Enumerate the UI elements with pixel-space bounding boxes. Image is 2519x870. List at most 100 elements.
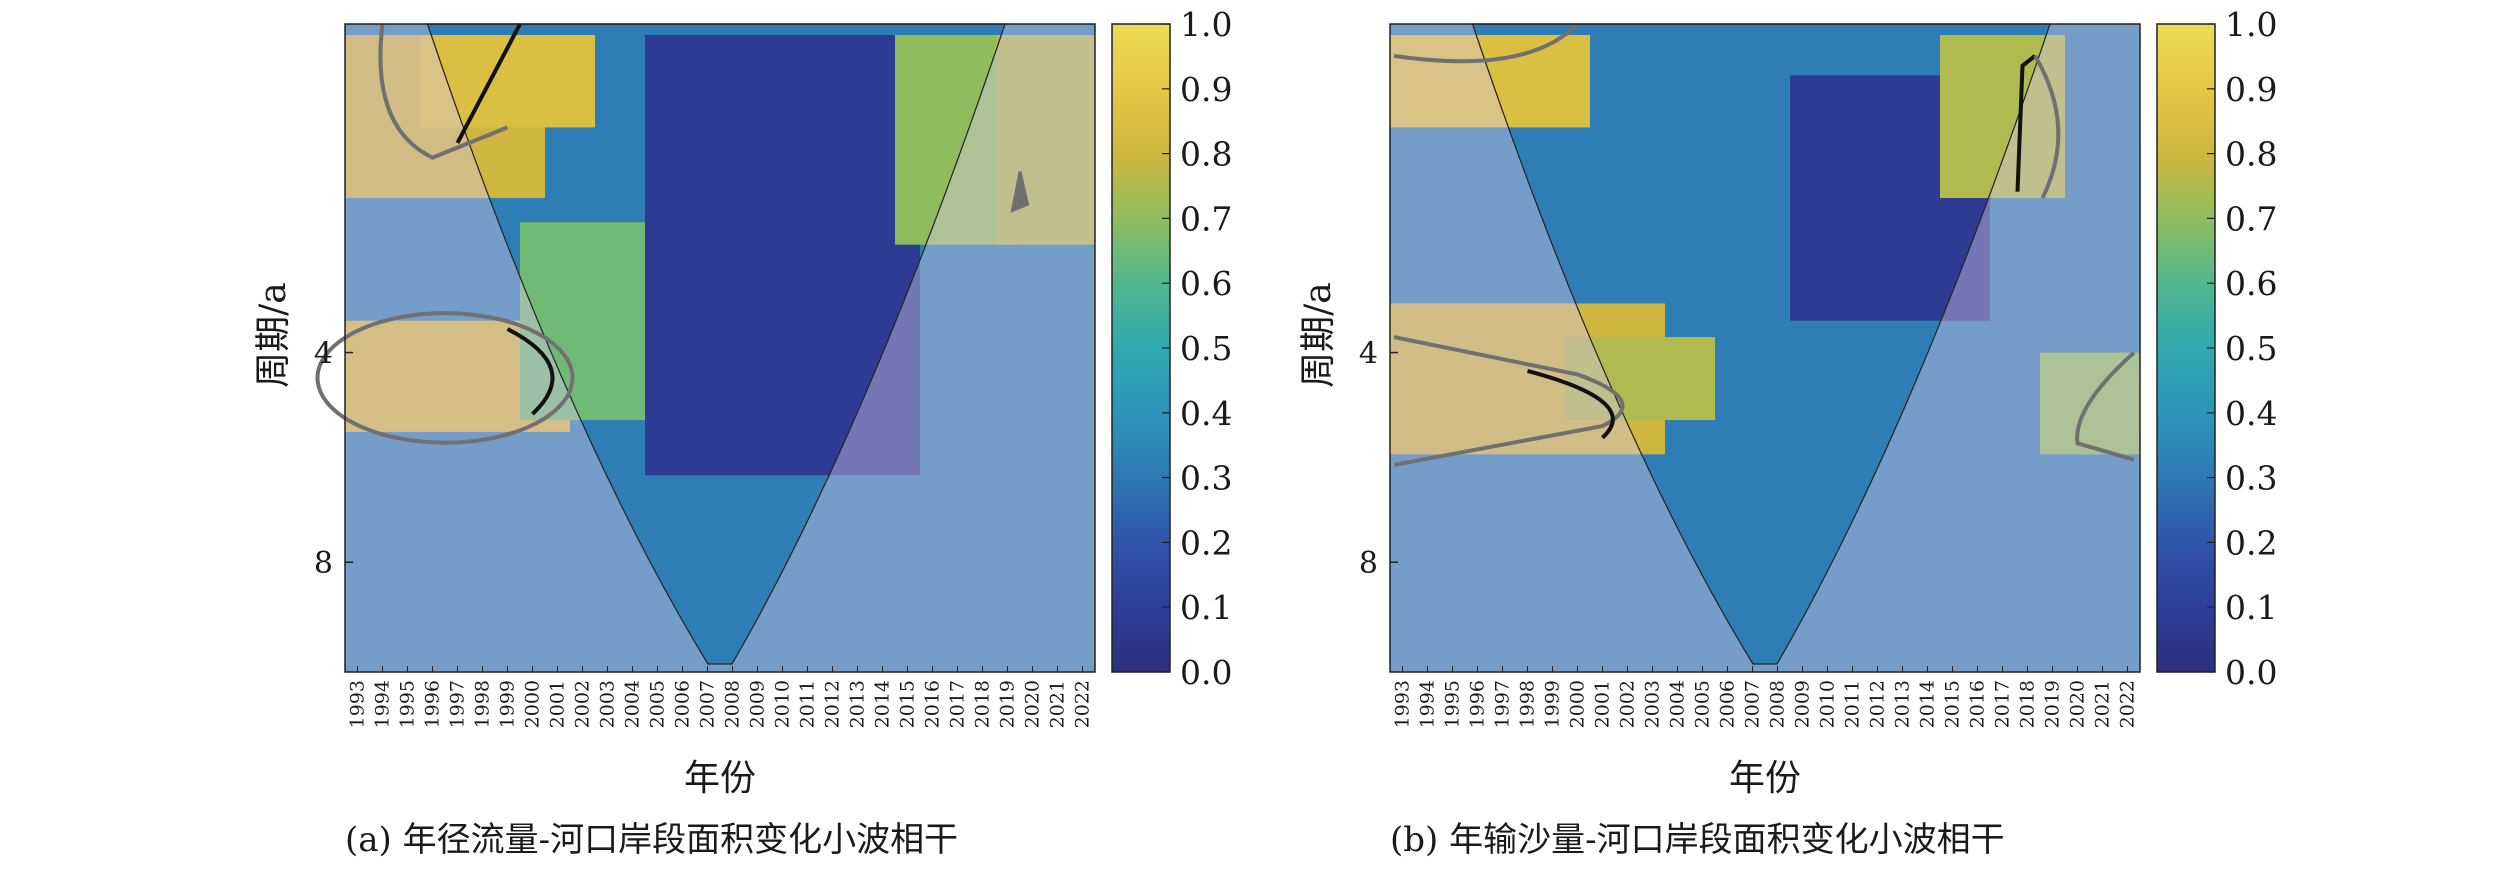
x-tick-label: 1999 — [497, 680, 519, 728]
x-tick-label: 2005 — [647, 680, 669, 728]
significance-contour — [1393, 22, 1579, 64]
colorbar-tick-label: 0.6 — [2225, 264, 2277, 303]
x-tick-label: 2020 — [2067, 680, 2089, 728]
x-tick-label: 2009 — [747, 680, 769, 728]
x-tick-label: 2022 — [2117, 680, 2139, 728]
cone-of-influence-line — [426, 23, 1006, 665]
x-tick-label: 1996 — [422, 680, 444, 728]
x-tick-label: 2010 — [772, 680, 794, 728]
x-tick-label: 2007 — [1742, 680, 1764, 728]
x-tick-label: 1997 — [1492, 680, 1514, 728]
x-tick-label: 2016 — [1967, 680, 1989, 728]
cone-of-influence-line — [1471, 23, 2051, 665]
x-tick-label: 2004 — [1667, 680, 1689, 728]
colorbar-tick-label: 0.7 — [1180, 199, 1232, 238]
x-tick-label: 2015 — [1942, 680, 1964, 728]
x-tick-label: 2009 — [1792, 680, 1814, 728]
x-tick-label: 2008 — [722, 680, 744, 728]
significance-contour — [378, 23, 509, 160]
x-tick-label: 2011 — [1842, 680, 1864, 728]
x-tick-label: 2012 — [1867, 680, 1889, 728]
x-tick-label: 2004 — [622, 680, 644, 728]
x-tick-label: 1993 — [347, 680, 369, 728]
colorbar-tick-label: 0.7 — [2225, 199, 2277, 238]
colorbar-tick-label: 0.1 — [1180, 588, 1232, 627]
significance-contour — [315, 311, 575, 445]
x-tick-label: 2012 — [822, 680, 844, 728]
significance-contour — [1010, 171, 1030, 213]
colorbar-tick-label: 0.0 — [2225, 653, 2277, 692]
colorbar-tick-label: 0.0 — [1180, 653, 1232, 692]
panel-b-caption: (b) 年输沙量-河口岸段面积变化小波相干 — [1390, 820, 2005, 860]
y-tick-label: 4 — [1359, 337, 1378, 372]
x-tick-label: 1994 — [1417, 680, 1439, 728]
x-tick-label: 2017 — [947, 680, 969, 728]
colorbar-tick-label: 0.5 — [1180, 329, 1232, 368]
significance-contour-inside-coi — [455, 23, 522, 144]
x-tick-label: 2007 — [697, 680, 719, 728]
x-tick-label: 2006 — [672, 680, 694, 728]
x-tick-label: 2018 — [2017, 680, 2039, 728]
x-tick-label: 2020 — [1022, 680, 1044, 728]
coherence-region — [645, 35, 920, 476]
x-tick-label: 2000 — [1567, 680, 1589, 728]
colorbar-tick-label: 0.8 — [1180, 135, 1232, 174]
colorbar-tick-label: 0.2 — [1180, 523, 1232, 562]
significance-contour — [1393, 335, 1625, 467]
colorbar-tick-label: 0.8 — [2225, 135, 2277, 174]
colorbar-tick-label: 0.3 — [1180, 459, 1232, 498]
y-axis-label: 周期/a — [253, 282, 294, 388]
colorbar-tick-label: 1.0 — [2225, 5, 2277, 44]
panel-a: 1993 1994 1995 1996 1997 1998 1999 2000 2001 2002… — [253, 5, 1232, 799]
coherence-region — [1940, 35, 2065, 199]
colorbar-tick-label: 0.9 — [1180, 70, 1232, 109]
significance-contour-inside-coi — [1526, 368, 1615, 440]
x-tick-label: 2014 — [1917, 680, 1939, 728]
x-tick-label: 2000 — [522, 680, 544, 728]
y-tick-label: 4 — [314, 337, 333, 372]
y-tick-label: 8 — [1359, 546, 1378, 581]
x-tick-label: 2003 — [597, 680, 619, 728]
x-tick-label: 2017 — [1992, 680, 2014, 728]
colorbar-tick-label: 0.4 — [1180, 394, 1232, 433]
coherence-region — [1390, 35, 1590, 128]
colorbar — [2156, 23, 2216, 673]
x-tick-label: 1997 — [447, 680, 469, 728]
x-tick-label: 1998 — [1517, 680, 1539, 728]
x-tick-label: 2016 — [922, 680, 944, 728]
colorbar-tick-label: 0.3 — [2225, 459, 2277, 498]
x-tick-label: 2003 — [1642, 680, 1664, 728]
x-tick-label: 2013 — [1892, 680, 1914, 728]
x-tick-label: 2015 — [897, 680, 919, 728]
significance-contour — [2075, 351, 2136, 462]
x-tick-label: 1994 — [372, 680, 394, 728]
colorbar-tick-label: 0.6 — [1180, 264, 1232, 303]
colorbar-tick-label: 0.5 — [2225, 329, 2277, 368]
x-tick-label: 2010 — [1817, 680, 1839, 728]
cone-of-influence-shade — [345, 24, 1095, 672]
colorbar-tick-label: 0.9 — [2225, 70, 2277, 109]
y-tick-label: 8 — [314, 546, 333, 581]
x-tick-label: 2013 — [847, 680, 869, 728]
x-tick-label: 2001 — [547, 680, 569, 728]
x-tick-label: 2014 — [872, 680, 894, 728]
x-tick-label: 2011 — [797, 680, 819, 728]
x-tick-label: 2002 — [572, 680, 594, 728]
x-tick-label: 2022 — [1072, 680, 1094, 728]
plot-frame — [1389, 23, 2141, 673]
x-tick-label: 1995 — [1442, 680, 1464, 728]
plot-frame — [344, 23, 1096, 673]
x-tick-label: 2021 — [1047, 680, 1069, 728]
x-tick-label: 2005 — [1692, 680, 1714, 728]
significance-contour-inside-coi — [506, 327, 555, 416]
significance-contour — [2033, 54, 2061, 199]
colorbar-tick-label: 0.1 — [2225, 588, 2277, 627]
y-axis-label: 周期/a — [1298, 282, 1339, 388]
cone-of-influence-shade — [1390, 24, 2140, 672]
x-tick-label: 2001 — [1592, 680, 1614, 728]
panel-a-caption: (a) 年径流量-河口岸段面积变化小波相干 — [345, 820, 959, 860]
x-tick-label: 1995 — [397, 680, 419, 728]
panel-b: 1993 1994 1995 1996 1997 1998 1999 2000 2001 2002… — [1298, 5, 2277, 799]
x-tick-label: 1993 — [1392, 680, 1414, 728]
